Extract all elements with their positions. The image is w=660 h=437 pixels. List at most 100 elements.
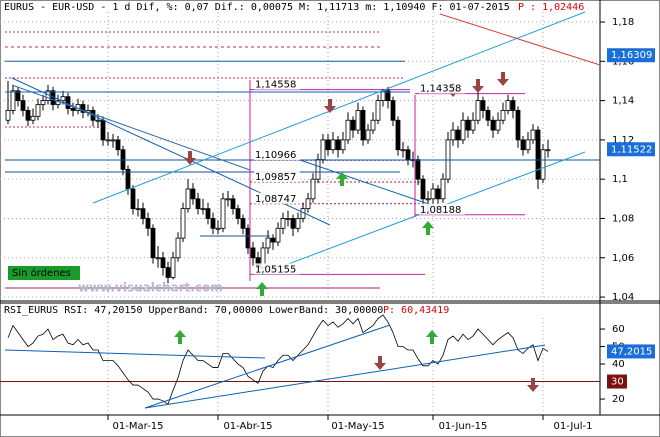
candle-body (130, 188, 136, 210)
candle-body (275, 227, 281, 243)
trend-line (439, 13, 601, 66)
level-label: 1,08747 (255, 194, 296, 205)
candle-body (305, 198, 311, 210)
candle-body (505, 100, 511, 111)
candle-body (520, 139, 526, 151)
candle-body (295, 218, 301, 229)
trend-line (299, 159, 441, 209)
candle-body (495, 119, 501, 131)
buy-arrow (426, 330, 438, 344)
trend-line (11, 84, 251, 171)
y-tick-label: 1,06 (612, 253, 634, 264)
candle-body (430, 188, 436, 200)
x-tick-label: 01-May-15 (331, 421, 384, 432)
candle-body (95, 119, 101, 122)
candle-body (335, 139, 341, 151)
candle-body (350, 119, 356, 131)
candle-body (485, 110, 491, 121)
candle-body (60, 96, 66, 102)
y-tick-label: 1,1 (612, 174, 628, 185)
candle-body (10, 90, 16, 111)
candle-body (360, 110, 366, 141)
buy-arrow (174, 330, 186, 344)
chart-title-extra: P : 1,02446 (518, 2, 584, 13)
candle-body (280, 218, 286, 229)
candle-body (425, 198, 431, 201)
candle-body (525, 139, 531, 151)
candle-body (385, 90, 391, 102)
buy-arrow (422, 221, 434, 235)
sell-arrow (184, 151, 196, 165)
candle-body (515, 110, 521, 141)
sell-arrow (527, 378, 539, 392)
candle-body (240, 218, 246, 229)
level-label: 1,08188 (420, 205, 461, 216)
candle-body (35, 104, 41, 117)
value-badge (607, 344, 655, 359)
buy-arrow (256, 282, 268, 296)
watermark: www.visualchart.com (78, 281, 223, 295)
candle-body (190, 188, 196, 200)
candle-body (315, 159, 321, 180)
candle-body (30, 115, 36, 121)
candle-body (65, 96, 71, 109)
candle-body (115, 139, 121, 151)
level-label: 1,10966 (255, 150, 296, 161)
candle-body (80, 104, 86, 113)
candle-body (170, 257, 176, 278)
candle-body (270, 237, 276, 243)
y-tick-label: 1,14 (612, 96, 634, 107)
candle-body (15, 90, 21, 102)
candle-body (5, 110, 11, 121)
candle-body (110, 139, 116, 142)
candle-body (265, 237, 271, 249)
candle-body (440, 178, 446, 200)
band-badge-label: 30 (611, 377, 624, 388)
candle-body (160, 257, 166, 268)
candle-body (150, 227, 156, 259)
candle-body (530, 129, 536, 141)
candle-body (205, 208, 211, 219)
sell-arrow (472, 79, 484, 93)
candle-body (435, 188, 441, 200)
x-tick-label: 01-Jun-15 (439, 421, 488, 432)
candle-body (200, 208, 206, 211)
candle-body (175, 237, 181, 259)
price-badge-label: 1,11522 (611, 144, 652, 155)
candle-body (500, 110, 506, 121)
trend-line (92, 11, 586, 204)
candle-body (180, 208, 186, 239)
level-label-bg (419, 203, 465, 215)
candle-body (215, 227, 221, 230)
candle-body (185, 188, 191, 210)
y-tick-label: 1,18 (612, 17, 634, 28)
y-tick-label: 60 (612, 324, 625, 335)
candle-body (510, 100, 516, 111)
sell-arrow (374, 356, 386, 370)
candle-body (145, 218, 151, 229)
candle-body (475, 100, 481, 121)
level-label-bg (254, 170, 300, 182)
x-tick-label: 01-Jul-1 (554, 421, 593, 432)
candle-body (405, 149, 411, 160)
candle-body (230, 198, 236, 210)
candle-body (470, 119, 476, 131)
y-tick-label: 1,04 (612, 292, 634, 303)
orders-box (8, 266, 80, 280)
candle-body (390, 100, 396, 121)
y-tick-label: 1,12 (612, 135, 634, 146)
value-badge-label: 47,2015 (611, 346, 652, 357)
candle-body (545, 149, 551, 152)
chart-title: EURUS - EUR-USD - 1 d Dif, %: 0,07 Dif.:… (4, 2, 510, 13)
buy-arrow (336, 172, 348, 186)
orders-label: Sin órdenes (12, 267, 71, 279)
price-badge (607, 48, 655, 63)
y-tick-label: 1,08 (612, 213, 634, 224)
candle-body (140, 208, 146, 219)
sell-arrow (497, 72, 509, 86)
candle-body (330, 139, 336, 151)
panel-title: RSI_EURUS RSI: 47,20150 UpperBand: 70,00… (4, 305, 383, 316)
candle-body (455, 129, 461, 141)
